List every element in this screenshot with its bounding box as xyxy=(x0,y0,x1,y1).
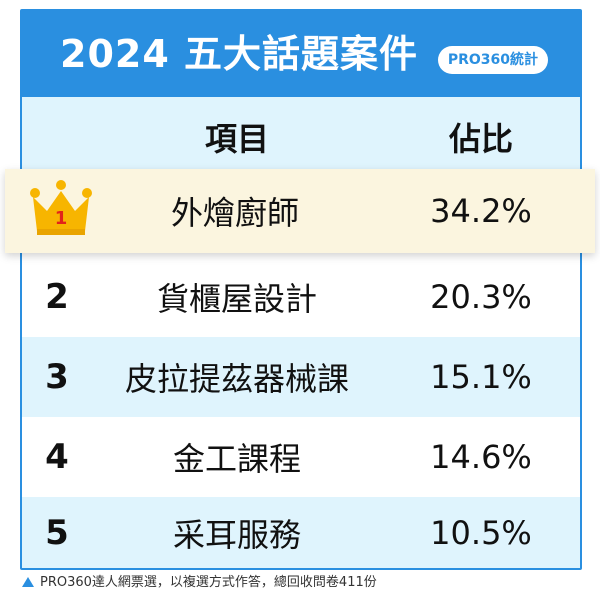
ranking-table: 項目 佔比 2 貨櫃屋設計 20.3% 3 皮拉提茲器械課 15.1% 4 金工… xyxy=(22,97,580,568)
triangle-up-icon xyxy=(22,577,34,587)
table-row: 2 貨櫃屋設計 20.3% xyxy=(22,257,580,337)
table-header-row: 項目 佔比 xyxy=(22,97,580,177)
table-row: 3 皮拉提茲器械課 15.1% xyxy=(22,337,580,417)
item-name: 皮拉提茲器械課 xyxy=(124,360,349,398)
source-badge: PRO360統計 xyxy=(437,46,548,74)
item-name: 金工課程 xyxy=(172,440,301,478)
rank-number: 3 xyxy=(45,357,69,397)
page-title: 2024 五大話題案件 xyxy=(60,32,418,76)
column-header-percent: 佔比 xyxy=(448,120,513,158)
column-header-item: 項目 xyxy=(204,120,269,158)
ranking-card: 2024 五大話題案件 PRO360統計 項目 佔比 2 貨櫃屋設計 20.3%… xyxy=(20,9,582,570)
survey-footnote: PRO360達人網票選，以複選方式作答，總回收問卷411份 xyxy=(22,574,377,592)
card-header: 2024 五大話題案件 PRO360統計 xyxy=(20,9,582,97)
table-row: 4 金工課程 14.6% xyxy=(22,417,580,497)
item-name: 外燴廚師 xyxy=(170,194,299,232)
crown-icon: 1 xyxy=(27,179,95,241)
table-row: 5 采耳服務 10.5% xyxy=(22,497,580,568)
item-percent: 20.3% xyxy=(430,278,532,316)
item-name: 貨櫃屋設計 xyxy=(156,280,317,318)
item-percent: 15.1% xyxy=(430,358,532,396)
item-percent: 10.5% xyxy=(430,513,532,552)
rank-number: 2 xyxy=(45,277,69,317)
rank-number: 4 xyxy=(45,437,69,477)
rank-number: 5 xyxy=(45,512,69,553)
rank-number: 1 xyxy=(54,208,68,229)
top-ranked-row: 1 外燴廚師 34.2% xyxy=(5,169,595,253)
footnote-text: PRO360達人網票選，以複選方式作答，總回收問卷411份 xyxy=(40,575,377,590)
item-name: 采耳服務 xyxy=(172,515,301,554)
item-percent: 14.6% xyxy=(430,438,532,476)
item-percent: 34.2% xyxy=(430,192,532,230)
